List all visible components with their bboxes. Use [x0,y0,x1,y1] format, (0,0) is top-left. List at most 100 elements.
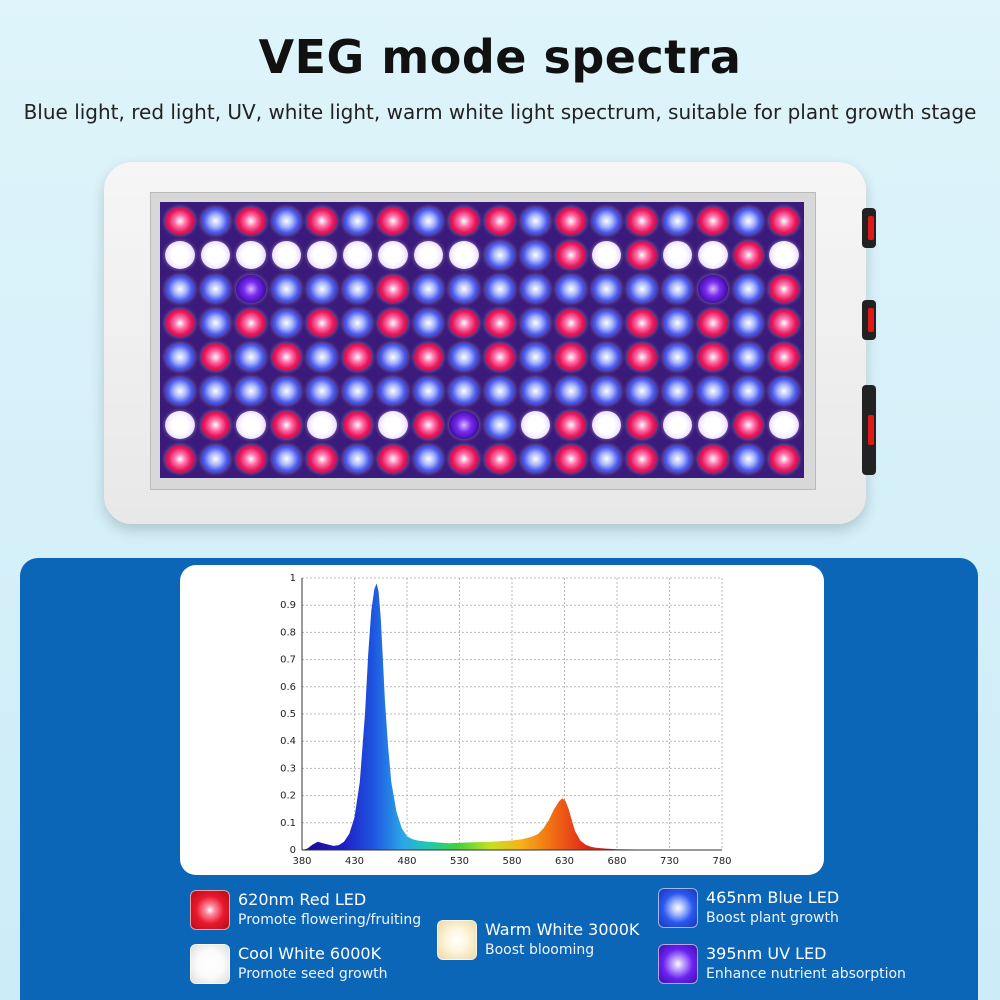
power-switch-2 [862,300,876,340]
led-blue [627,275,657,303]
led-red [200,411,231,439]
led-red [769,275,799,303]
led-blue [627,377,657,405]
y-tick-label: 0.9 [280,600,296,611]
led-blue [165,377,195,405]
led-blue [591,275,622,303]
led-red [733,411,764,439]
led-uv [449,411,479,439]
led-blue [271,275,302,303]
led-blue [307,275,337,303]
led-blue [271,309,302,337]
led-red [307,309,337,337]
led-blue [485,411,515,439]
y-tick-label: 0.7 [280,655,296,666]
led-uv [698,275,728,303]
led-blue [662,445,693,473]
led-red [556,343,586,371]
led-blue [662,275,693,303]
led-red [769,343,799,371]
led-blue [236,343,266,371]
led-blue [200,207,231,235]
led-red [342,411,373,439]
led-blue [378,343,408,371]
led-blue [342,377,373,405]
x-tick-label: 530 [450,856,469,867]
led-blue [342,309,373,337]
led-blue [520,241,551,269]
led-red [769,309,799,337]
led-red [698,445,728,473]
led-red [485,445,515,473]
led-white [662,241,693,269]
led-white [271,241,302,269]
led-red [236,309,266,337]
led-red [413,343,444,371]
led-red [485,207,515,235]
led-red [627,241,657,269]
led-blue [520,343,551,371]
led-red [236,207,266,235]
led-red [342,343,373,371]
led-blue [307,343,337,371]
led-blue [769,377,799,405]
led-red [627,309,657,337]
led-blue [236,377,266,405]
led-white [342,241,373,269]
led-blue [449,343,479,371]
led-blue [662,343,693,371]
led-blue [200,309,231,337]
warm-white-swatch-icon [437,920,477,960]
y-tick-label: 0.4 [280,736,296,747]
led-white [698,241,728,269]
led-uv [236,275,266,303]
led-white [236,241,266,269]
led-red [236,445,266,473]
led-blue [342,207,373,235]
led-white [769,241,799,269]
led-blue [733,275,764,303]
led-white [378,241,408,269]
led-white [236,411,266,439]
y-tick-label: 0.1 [280,818,296,829]
x-tick-label: 630 [555,856,574,867]
led-blue [165,343,195,371]
led-red [769,207,799,235]
led-red [271,411,302,439]
led-blue [591,343,622,371]
x-tick-label: 480 [397,856,416,867]
led-blue [733,309,764,337]
led-red [449,445,479,473]
led-white [165,241,195,269]
led-red [627,343,657,371]
legend-name: 395nm UV LED [706,944,827,963]
led-red [485,309,515,337]
led-red [698,309,728,337]
led-blue [449,377,479,405]
led-red [556,241,586,269]
y-tick-label: 0 [290,845,296,856]
led-blue [520,309,551,337]
led-blue [413,207,444,235]
led-white [769,411,799,439]
led-red [627,207,657,235]
led-blue [271,445,302,473]
legend-desc: Boost blooming [485,942,595,958]
led-blue [485,241,515,269]
led-red [627,445,657,473]
led-red [556,309,586,337]
led-red [556,411,586,439]
led-red [200,343,231,371]
led-white [591,411,622,439]
led-red [271,343,302,371]
led-white [413,241,444,269]
x-tick-label: 680 [607,856,626,867]
spectrum-chart: 380 430 480 530 580 630 680 730 780 0 0.1 0.2 0.3 0.4… [280,573,731,867]
led-blue [200,275,231,303]
led-red [165,445,195,473]
led-blue [591,207,622,235]
led-blue [413,275,444,303]
led-red [449,309,479,337]
x-tick-label: 730 [660,856,679,867]
led-blue [733,343,764,371]
